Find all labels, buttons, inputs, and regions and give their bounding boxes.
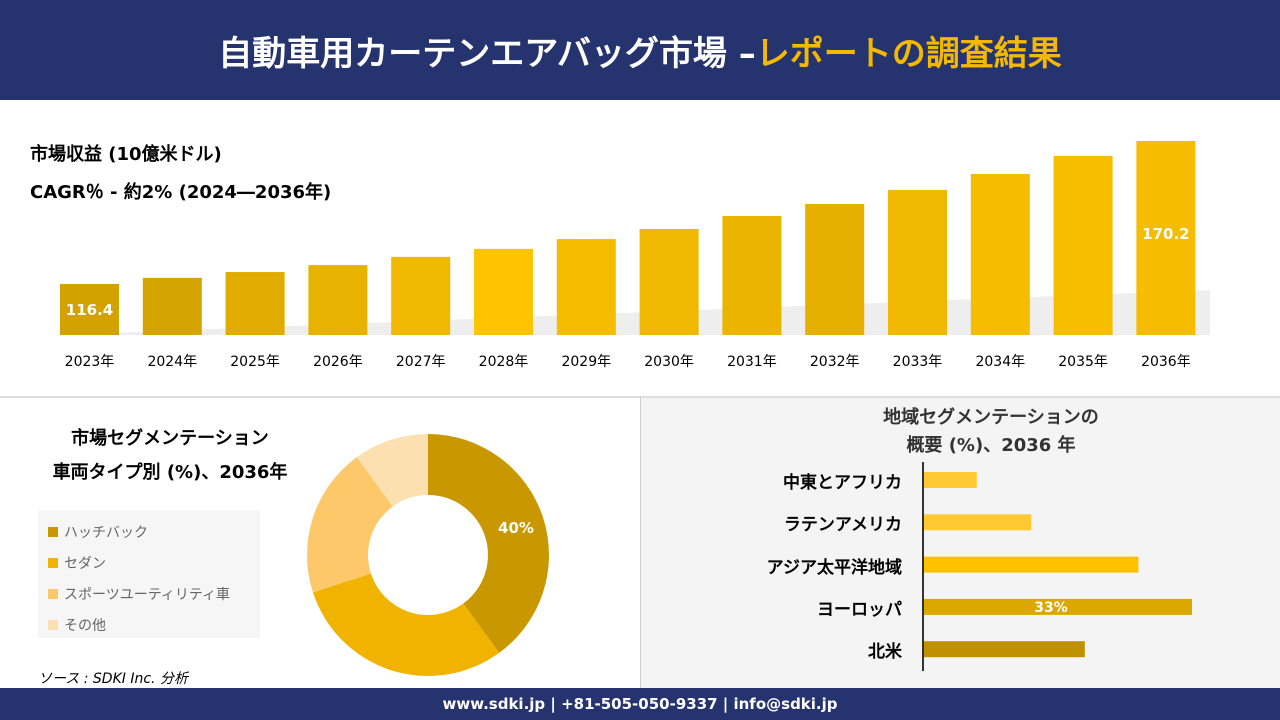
bar (639, 228, 699, 335)
legend-item: セダン (48, 547, 250, 578)
donut-slice (356, 434, 428, 507)
x-tick-label: 2034年 (975, 354, 1025, 370)
region-title: 地域セグメンテーションの 概要 (%)、2036 年 (801, 404, 1181, 460)
data-label: 116.4 (66, 301, 113, 319)
category-label: 北米 (868, 642, 902, 663)
donut-slice (428, 434, 549, 653)
donut-chart: 40% (306, 434, 549, 676)
x-tick-label: 2032年 (810, 354, 860, 370)
pie-title: 市場セグメンテーション 車両タイプ別 (%)、2036年 (40, 422, 300, 490)
title: 自動車用カーテンエアバッグ市場 – (218, 33, 756, 74)
bar (556, 239, 616, 335)
revenue-title: 市場収益 (10億米ドル) (30, 144, 222, 165)
data-label: 40% (498, 519, 534, 537)
region-title-line2: 概要 (%)、2036 年 (906, 435, 1076, 456)
x-tick-label: 2035年 (1058, 354, 1108, 370)
revenue-section: 市場収益 (10億米ドル) CAGR％ - 約2% (2024―2036年) 2… (0, 100, 1280, 396)
bar (474, 248, 533, 335)
donut-slice (312, 573, 500, 676)
bar (888, 189, 947, 335)
x-tick-label: 2026年 (313, 354, 363, 370)
bar (142, 277, 202, 335)
legend-label: その他 (64, 617, 106, 634)
vehicle-segment-section: 市場セグメンテーション 車両タイプ別 (%)、2036年 ハッチバック セダンスポー… (0, 396, 640, 688)
footer-contact: www.sdki.jp | +81-505-050-9337 | info@sd… (0, 688, 1280, 720)
legend-item: ハッチバック (48, 516, 250, 547)
bar (722, 215, 782, 335)
bar (1053, 155, 1113, 335)
data-label: 33% (1034, 600, 1068, 616)
legend-swatch (48, 526, 58, 537)
region-title-line1: 地域セグメンテーションの (883, 407, 1099, 428)
legend-swatch (48, 588, 58, 599)
x-tick-label: 2031年 (727, 354, 777, 370)
pie-title-line2: 車両タイプ別 (%)、2036年 (52, 462, 288, 483)
legend-item: その他 (48, 609, 250, 640)
bar (60, 284, 119, 335)
x-tick-label: 2028年 (479, 354, 529, 370)
x-tick-label: 2025年 (230, 354, 280, 370)
category-label: ヨーロッパ (817, 599, 902, 620)
legend-label: ハッチバック (64, 524, 148, 541)
header: 自動車用カーテンエアバッグ市場 – レポートの調査結果 (0, 0, 1280, 100)
bar (924, 514, 1032, 531)
legend-swatch (48, 619, 58, 630)
category-label: 中東とアフリカ (783, 473, 902, 493)
x-tick-label: 2029年 (561, 354, 611, 370)
data-label: 170.2 (1142, 225, 1189, 243)
category-label: ラテンアメリカ (783, 515, 902, 536)
source-note: ソース : SDKI Inc. 分析 (38, 671, 188, 687)
x-tick-label: 2023年 (65, 354, 115, 370)
bar (924, 641, 1085, 658)
pie-title-line1: 市場セグメンテーション (71, 428, 269, 449)
title-highlight: レポートの調査結果 (755, 33, 1062, 74)
revenue-bar-chart: 2023年 116.4 2024年 2025年 2026年 2027年 2028年 2029年… (60, 141, 1210, 370)
legend-label: セダン (64, 555, 106, 572)
bar (924, 472, 977, 488)
region-bar-chart: 33% (922, 462, 1192, 671)
bar (391, 256, 451, 335)
x-tick-label: 2033年 (893, 354, 943, 370)
bar (805, 203, 865, 335)
region-segment-section: 地域セグメンテーションの 概要 (%)、2036 年 中東とアフリカ ラテンアメリカ… (640, 396, 1280, 688)
donut-slice (306, 457, 393, 593)
cagr-text: CAGR％ - 約2% (2024―2036年) (30, 182, 332, 203)
legend-item: スポーツユーティリティ車 (48, 578, 250, 609)
category-label: アジア太平洋地域 (766, 557, 902, 578)
legend-swatch (48, 557, 58, 568)
bar (970, 173, 1030, 335)
x-tick-label: 2027年 (396, 354, 446, 370)
bar (225, 272, 285, 335)
bar (924, 556, 1139, 573)
bar (1136, 141, 1196, 335)
pie-legend: ハッチバック セダンスポーツユーティリティ車 その他 (38, 510, 260, 638)
x-tick-label: 2036年 (1141, 354, 1191, 370)
x-tick-label: 2030年 (644, 354, 694, 370)
legend-label: スポーツユーティリティ車 (64, 586, 231, 603)
bar (924, 598, 1192, 615)
x-tick-label: 2024年 (147, 354, 197, 370)
bar (308, 265, 368, 335)
